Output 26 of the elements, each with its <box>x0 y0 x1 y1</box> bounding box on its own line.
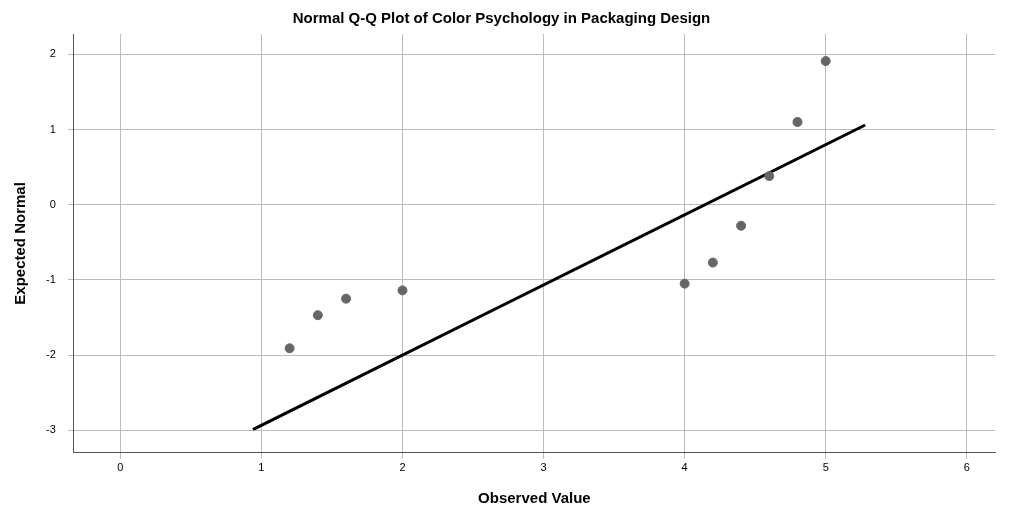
x-tick-label: 3 <box>540 461 547 474</box>
point <box>679 278 690 289</box>
point <box>341 293 352 304</box>
x-tick-label: 0 <box>117 461 124 474</box>
x-tick-label: 1 <box>258 461 265 474</box>
point <box>820 56 831 67</box>
x-tick-label: 5 <box>822 461 829 474</box>
x-tick-label: 6 <box>963 461 970 474</box>
y-tick-label: -2 <box>46 348 56 361</box>
point <box>707 257 718 268</box>
y-tick-label: 1 <box>49 122 56 135</box>
y-tick-label: -3 <box>46 423 56 436</box>
y-tick-label: 0 <box>49 197 56 210</box>
y-tick-label: 2 <box>49 47 56 60</box>
y-tick-label: -1 <box>46 272 56 285</box>
y-axis-title: Expected Normal <box>11 182 29 305</box>
point <box>792 116 803 127</box>
x-axis-title: Observed Value <box>478 489 591 507</box>
x-tick-label: 4 <box>681 461 688 474</box>
point <box>736 220 747 231</box>
point <box>312 310 323 321</box>
x-tick-label: 2 <box>399 461 406 474</box>
chart-title: Normal Q-Q Plot of Color Psychology in Packaging Design <box>292 9 711 27</box>
point <box>284 343 295 354</box>
point <box>764 171 775 182</box>
point <box>397 285 408 296</box>
